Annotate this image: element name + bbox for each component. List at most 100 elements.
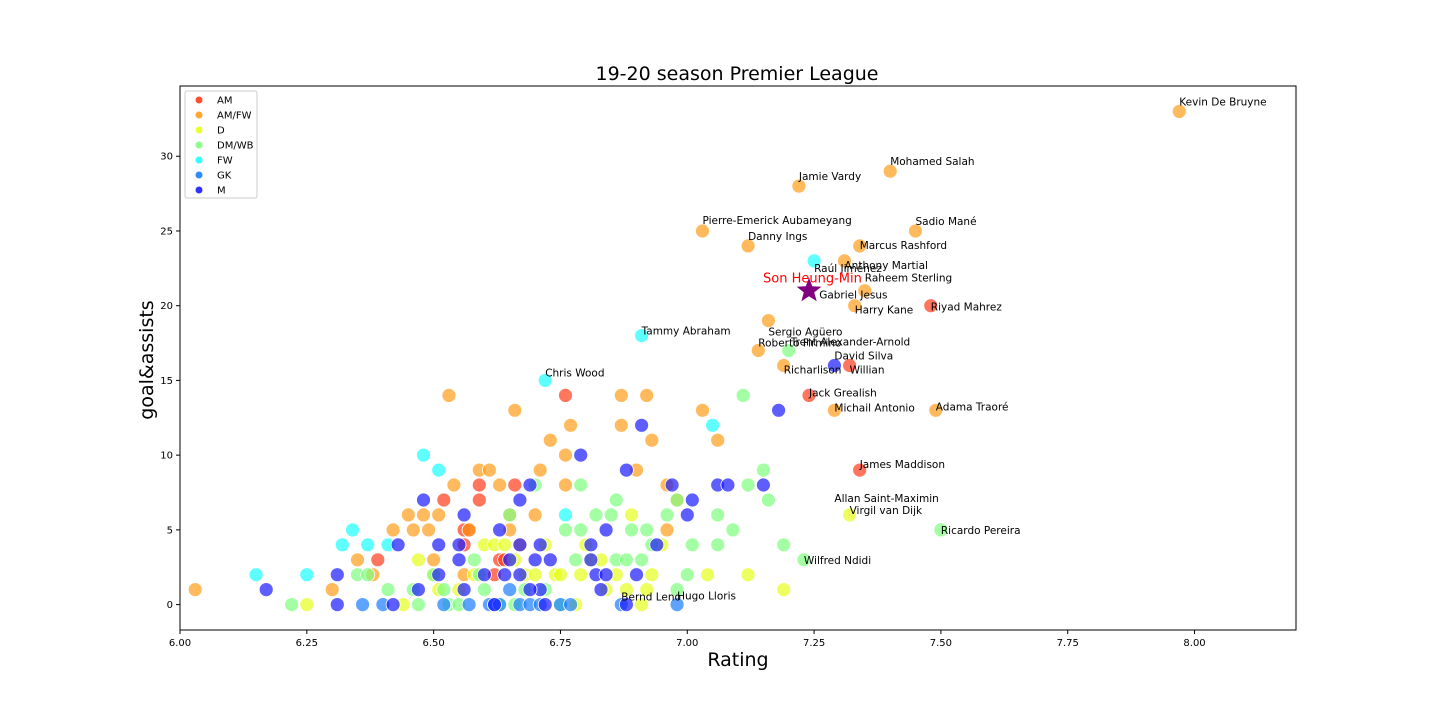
player-label: David Silva — [834, 351, 893, 363]
data-point — [416, 507, 431, 523]
legend-label: DM/WB — [217, 141, 254, 152]
data-point — [502, 582, 518, 597]
data-point — [431, 507, 447, 523]
data-point — [776, 358, 792, 373]
data-point — [933, 522, 949, 538]
data-point — [649, 537, 665, 553]
data-point — [619, 462, 634, 478]
data-point — [659, 522, 675, 538]
legend-marker — [195, 171, 203, 179]
data-point — [471, 492, 487, 508]
x-tick-label: 6.75 — [549, 638, 571, 649]
player-label: Anthony Martial — [845, 260, 928, 272]
data-point — [532, 537, 548, 553]
data-point — [461, 597, 477, 612]
player-label: Jack Grealish — [808, 387, 877, 399]
data-point — [476, 567, 492, 583]
plot-frame — [179, 85, 1297, 631]
x-tick-label: 6.50 — [423, 638, 445, 649]
data-point — [695, 402, 710, 418]
data-point — [613, 417, 629, 433]
data-point — [466, 552, 482, 568]
data-point — [801, 387, 817, 403]
legend-label: GK — [217, 171, 232, 182]
data-point — [827, 402, 842, 418]
data-point — [750, 343, 766, 358]
player-label: Riyad Mahrez — [931, 302, 1003, 314]
legend-box — [184, 90, 258, 199]
data-point — [923, 298, 939, 314]
axes: 6.00 6.25 6.50 6.75 7.00 7.25 7.50 7.75 8.00 0 5 10… — [160, 85, 1297, 649]
data-point — [796, 552, 812, 568]
data-point — [436, 582, 452, 597]
data-point — [725, 522, 741, 538]
data-point — [299, 597, 315, 612]
data-point — [350, 552, 365, 568]
data-point — [852, 238, 868, 254]
player-label: Kevin De Bruyne — [1179, 96, 1266, 108]
data-point — [324, 582, 340, 597]
data-point — [619, 597, 634, 612]
data-point — [436, 597, 452, 612]
data-point — [1171, 104, 1187, 119]
data-point — [441, 387, 457, 403]
data-point — [542, 432, 558, 448]
data-point — [639, 387, 655, 403]
data-point — [522, 477, 538, 493]
data-point — [573, 447, 589, 463]
data-point — [558, 477, 573, 493]
player-label: Allan Saint-Maximin — [834, 493, 938, 505]
data-point — [679, 507, 695, 523]
data-point — [446, 477, 462, 493]
player-label: Chris Wood — [545, 367, 604, 379]
data-point — [502, 552, 518, 568]
y-tick-label: 30 — [160, 152, 173, 163]
data-point — [837, 253, 852, 269]
player-label: Willian — [850, 365, 885, 377]
data-point — [380, 582, 396, 597]
data-point — [527, 552, 543, 568]
data-point — [639, 582, 655, 597]
data-point — [258, 582, 274, 597]
data-point — [558, 447, 573, 463]
legend-marker — [195, 186, 203, 194]
data-point — [684, 492, 700, 508]
player-label: Hugo Lloris — [677, 591, 736, 603]
data-point — [553, 567, 568, 583]
data-point — [187, 582, 203, 597]
data-point — [842, 507, 857, 523]
data-point — [329, 597, 345, 612]
data-point — [456, 507, 472, 523]
data-point — [329, 567, 345, 583]
data-point — [669, 582, 685, 597]
legend-marker — [195, 111, 203, 119]
data-point — [360, 537, 376, 553]
data-point — [857, 283, 873, 299]
chart-title: 19-20 season Premier League — [596, 63, 879, 85]
player-label: Pierre-Emerick Aubameyang — [703, 215, 852, 227]
data-point — [740, 567, 756, 583]
data-point — [710, 537, 726, 553]
data-point — [284, 597, 300, 612]
data-point — [456, 582, 472, 597]
data-point — [776, 582, 792, 597]
data-point — [527, 507, 543, 523]
player-label: Ricardo Pereira — [941, 525, 1021, 537]
data-point — [598, 567, 614, 583]
highlight-star — [796, 277, 822, 302]
y-tick-label: 20 — [160, 301, 173, 312]
x-tick-label: 7.25 — [803, 638, 825, 649]
data-point — [426, 552, 442, 568]
data-point — [735, 387, 751, 403]
player-label: James Maddison — [859, 459, 945, 471]
data-point — [593, 582, 609, 597]
data-point — [507, 402, 523, 418]
data-point — [400, 507, 416, 523]
data-point — [497, 567, 513, 583]
data-point — [405, 522, 421, 538]
player-label: Tammy Abraham — [641, 326, 731, 338]
data-point — [613, 387, 629, 403]
data-point — [537, 597, 553, 612]
data-point — [385, 597, 401, 612]
data-point — [781, 343, 797, 358]
